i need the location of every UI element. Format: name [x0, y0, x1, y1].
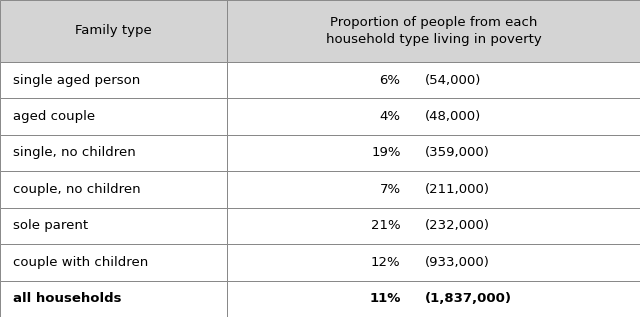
Text: (54,000): (54,000): [426, 74, 482, 87]
Text: (48,000): (48,000): [426, 110, 481, 123]
Text: 4%: 4%: [380, 110, 401, 123]
Bar: [227, 135, 640, 171]
Text: 12%: 12%: [371, 256, 401, 269]
Text: aged couple: aged couple: [13, 110, 95, 123]
Bar: [227, 0, 640, 62]
Text: 19%: 19%: [371, 146, 401, 159]
Bar: [227, 98, 640, 135]
Bar: [227, 281, 640, 317]
Text: single, no children: single, no children: [13, 146, 136, 159]
Text: (359,000): (359,000): [426, 146, 490, 159]
Text: sole parent: sole parent: [13, 219, 88, 232]
Text: 7%: 7%: [380, 183, 401, 196]
Bar: [0, 208, 227, 244]
Text: 6%: 6%: [380, 74, 401, 87]
Text: all households: all households: [13, 292, 122, 305]
Bar: [227, 208, 640, 244]
Bar: [0, 135, 227, 171]
Bar: [0, 171, 227, 208]
Text: couple, no children: couple, no children: [13, 183, 140, 196]
Text: (933,000): (933,000): [426, 256, 490, 269]
Bar: [0, 281, 227, 317]
Bar: [227, 62, 640, 98]
Bar: [227, 171, 640, 208]
Bar: [0, 244, 227, 281]
Text: (1,837,000): (1,837,000): [426, 292, 513, 305]
Text: single aged person: single aged person: [13, 74, 140, 87]
Text: Proportion of people from each
household type living in poverty: Proportion of people from each household…: [326, 16, 541, 46]
Text: couple with children: couple with children: [13, 256, 148, 269]
Bar: [0, 62, 227, 98]
Text: Family type: Family type: [76, 24, 152, 37]
Bar: [227, 244, 640, 281]
Text: 11%: 11%: [369, 292, 401, 305]
Bar: [0, 0, 227, 62]
Text: (211,000): (211,000): [426, 183, 490, 196]
Text: 21%: 21%: [371, 219, 401, 232]
Bar: [0, 98, 227, 135]
Text: (232,000): (232,000): [426, 219, 490, 232]
